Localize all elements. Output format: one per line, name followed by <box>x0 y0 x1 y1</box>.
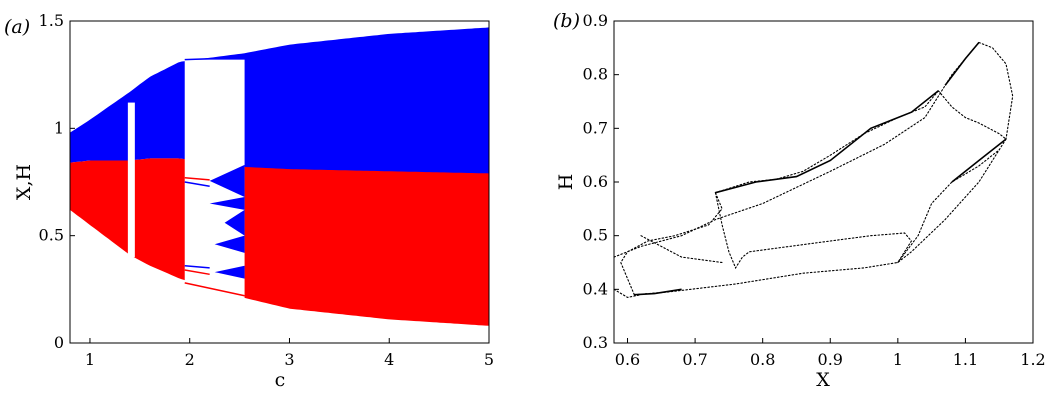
periodic-branch-5 <box>184 56 245 61</box>
window-band-1 <box>209 164 245 198</box>
attractor-plot-area <box>613 41 1014 298</box>
attractor-trace-1 <box>633 138 1007 296</box>
window-band-2 <box>209 197 245 210</box>
y-tick-label: 0.3 <box>583 333 608 352</box>
panel-a-axes-frame <box>69 20 490 344</box>
panel-a: 1 2 3 4 5 0 0.5 1 1.5 c X,H (a) <box>0 0 494 394</box>
dense-segment-2 <box>634 288 682 296</box>
window-band-4 <box>214 265 245 279</box>
band-series-2 <box>70 158 489 326</box>
x-tick-label: 0.8 <box>750 350 775 369</box>
x-tick-label: 2 <box>185 350 195 369</box>
attractor-trace-2 <box>613 41 980 258</box>
panel-b: 0.6 0.7 0.8 0.9 1 1.1 1.2 0.30.40.50.60.70.80.… <box>553 10 1046 391</box>
y-tick-label: 0 <box>54 333 64 352</box>
y-tick-label: 0.4 <box>583 279 608 298</box>
attractor-trace-10 <box>640 235 723 264</box>
attractor-trace-5 <box>937 90 1007 140</box>
bifurcation-plot-area <box>0 0 489 394</box>
periodic-branch-1 <box>184 176 210 181</box>
y-tick-label: 0.9 <box>583 11 608 30</box>
x-tick-label: 0.6 <box>615 350 640 369</box>
panel-a-y-label: X,H <box>13 164 35 200</box>
y-tick-label: 1 <box>54 118 64 137</box>
dense-segment-3 <box>944 41 980 86</box>
y-tick-label: 0.5 <box>39 226 64 245</box>
panel-a-y-ticks: 0 0.5 1 1.5 <box>39 11 75 352</box>
window-band-3 <box>214 235 245 253</box>
panel-a-x-ticks: 1 2 3 4 5 <box>85 338 494 369</box>
x-tick-label: 1 <box>85 350 95 369</box>
x-tick-label: 4 <box>384 350 394 369</box>
x-tick-label: 1 <box>893 350 903 369</box>
window-band-5 <box>224 209 245 236</box>
x-tick-label: 1.2 <box>1020 350 1045 369</box>
y-tick-label: 0.5 <box>583 226 608 245</box>
x-tick-label: 1.1 <box>953 350 978 369</box>
panel-a-label: (a) <box>4 16 30 38</box>
y-tick-label: 0.7 <box>583 118 608 137</box>
x-tick-label: 0.9 <box>818 350 843 369</box>
y-tick-label: 0.8 <box>583 65 608 84</box>
y-tick-label: 1.5 <box>39 11 64 30</box>
panel-b-x-label: X <box>816 369 830 391</box>
x-tick-label: 3 <box>284 350 294 369</box>
panel-b-x-ticks: 0.6 0.7 0.8 0.9 1 1.1 1.2 <box>615 338 1046 369</box>
periodic-branch-3 <box>184 269 210 276</box>
panel-a-x-label: c <box>275 369 286 391</box>
band-series-1 <box>70 27 489 176</box>
panel-b-axes-frame <box>613 20 1034 344</box>
panel-b-y-label: H <box>555 174 577 191</box>
mask-left <box>0 0 70 394</box>
attractor-trace-7 <box>714 192 913 270</box>
gap-window <box>127 102 135 258</box>
x-tick-label: 5 <box>484 350 494 369</box>
attractor-trace-6 <box>978 41 1014 140</box>
attractor-trace-9 <box>613 288 642 298</box>
periodic-branch-4 <box>184 264 210 269</box>
x-tick-label: 0.7 <box>682 350 707 369</box>
periodic-branch-2 <box>184 181 210 188</box>
attractor-trace-8 <box>897 149 1000 264</box>
panel-b-label: (b) <box>553 10 580 32</box>
dense-segment-1 <box>715 90 939 194</box>
panel-b-y-ticks: 0.3 0.4 0.5 0.6 0.7 0.8 0.9 <box>583 11 619 352</box>
attractor-trace-4 <box>714 90 939 194</box>
attractor-trace-3 <box>620 192 723 296</box>
y-tick-label: 0.6 <box>583 172 608 191</box>
periodic-branch-6 <box>184 282 245 297</box>
dense-segment-4 <box>951 138 1007 183</box>
